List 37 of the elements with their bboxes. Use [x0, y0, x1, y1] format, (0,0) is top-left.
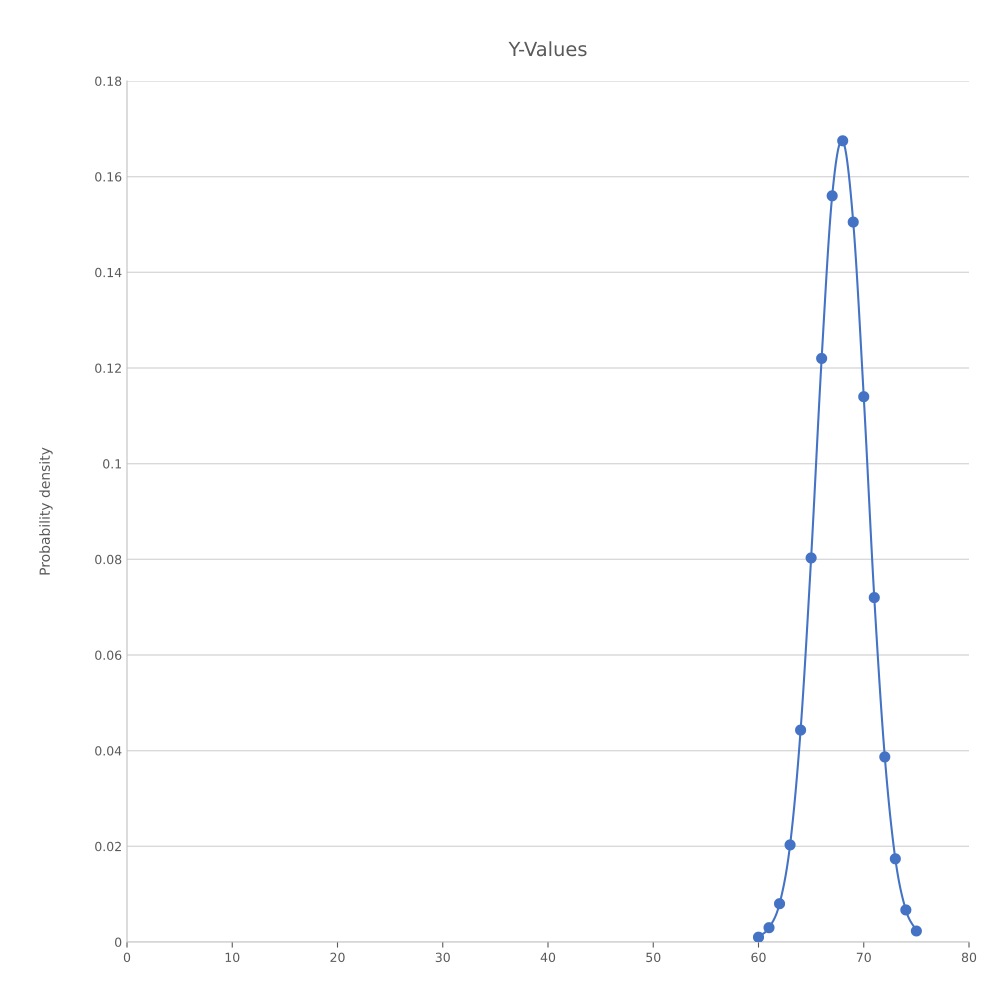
chart-title: Y-Values [508, 41, 587, 56]
point [795, 724, 806, 736]
point [774, 898, 786, 910]
point [900, 904, 912, 916]
point [816, 352, 828, 364]
x-tick-label: 40 [540, 952, 556, 962]
y-tick-label: 0.02 [95, 842, 121, 852]
y-tick-label: 0.14 [95, 268, 122, 278]
point [752, 932, 764, 942]
point [890, 853, 901, 864]
y-tick-label: 0.18 [95, 76, 122, 86]
x-tick-label: 20 [330, 952, 345, 962]
y-tick-label: 0.06 [95, 650, 122, 660]
x-tick-label: 10 [226, 952, 240, 962]
x-tick-label: 50 [646, 952, 660, 962]
point [826, 190, 838, 202]
point [879, 751, 890, 762]
point [910, 925, 922, 937]
point [868, 592, 880, 604]
y-tick-label: 0 [115, 937, 122, 947]
point [763, 922, 775, 934]
x-tick-label: 80 [962, 952, 976, 962]
x-tick-label: 0 [124, 952, 130, 962]
point [806, 552, 817, 564]
point [784, 839, 796, 850]
point [837, 135, 848, 146]
y-tick-label: 0.04 [95, 746, 122, 756]
y-axis-title: Probability density [39, 448, 53, 575]
y-tick-label: 0.12 [95, 363, 121, 373]
y-tick-label: 0.16 [95, 172, 122, 182]
x-tick-label: 30 [436, 952, 450, 962]
x-tick-label: 70 [856, 952, 871, 962]
point [858, 391, 870, 402]
point [848, 216, 859, 228]
y-tick-label: 0.1 [103, 459, 121, 469]
x-tick-label: 60 [751, 952, 766, 962]
y-tick-label: 0.08 [95, 554, 122, 564]
